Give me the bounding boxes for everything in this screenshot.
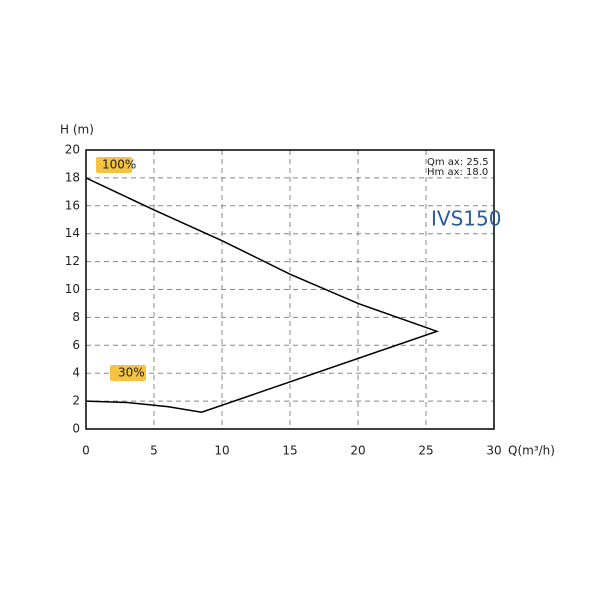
x-tick-label: 10 — [214, 444, 229, 458]
x-tick-label: 5 — [150, 444, 158, 458]
annotation: Hm ax: 18.0 — [427, 167, 488, 178]
annotation: 100% — [102, 158, 136, 172]
y-tick-label: 10 — [65, 282, 80, 296]
y-axis-label: H (m) — [60, 123, 94, 137]
label-badge — [96, 157, 132, 173]
y-tick-label: 8 — [72, 310, 80, 324]
x-tick-label: 25 — [418, 444, 433, 458]
y-tick-label: 6 — [72, 338, 80, 352]
x-tick-label: 0 — [82, 444, 90, 458]
y-tick-label: 4 — [72, 366, 80, 380]
y-tick-label: 2 — [72, 394, 80, 408]
annotation: IVS150 — [431, 207, 501, 231]
x-tick-label: 15 — [282, 444, 297, 458]
y-tick-label: 20 — [65, 143, 80, 157]
y-tick-label: 12 — [65, 254, 80, 268]
x-tick-label: 20 — [350, 444, 365, 458]
y-tick-label: 16 — [65, 198, 80, 212]
label-badge — [110, 365, 146, 381]
x-tick-label: 30 — [486, 444, 501, 458]
annotation: 30% — [118, 366, 145, 380]
y-tick-label: 18 — [65, 170, 80, 184]
series-line — [85, 177, 440, 414]
x-axis-label: Q(m³/h) — [508, 444, 555, 458]
annotation: Qm ax: 25.5 — [427, 157, 489, 168]
y-tick-label: 0 — [72, 422, 80, 436]
y-tick-label: 14 — [65, 226, 80, 240]
plot-frame — [85, 149, 495, 430]
